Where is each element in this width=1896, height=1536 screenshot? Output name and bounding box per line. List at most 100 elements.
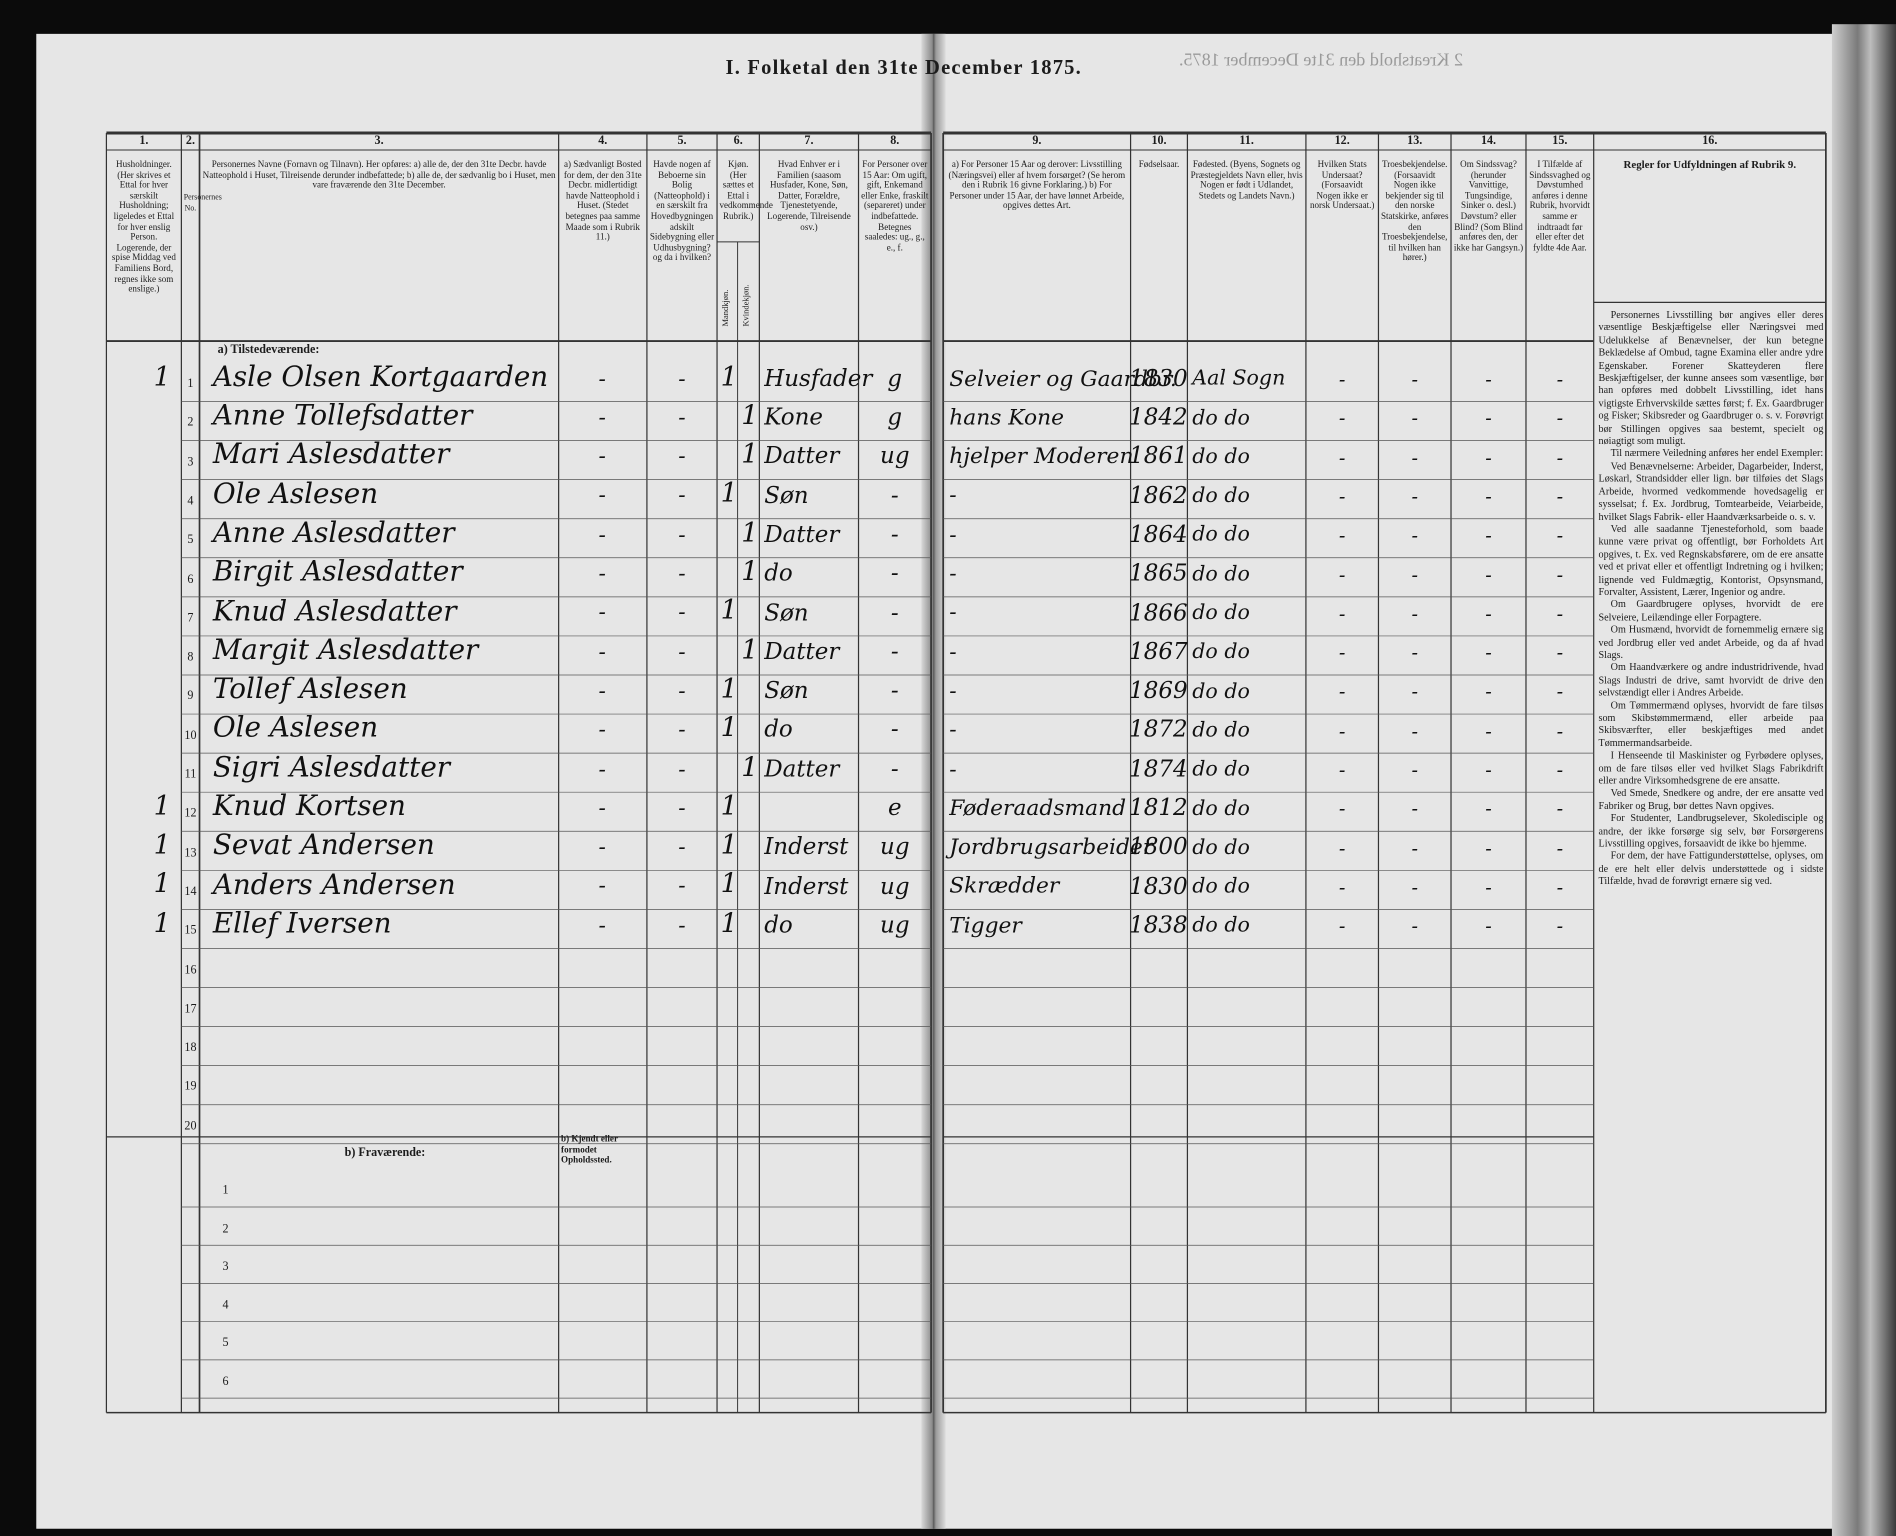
handwritten-birth-year: 1869: [1129, 677, 1188, 705]
handwritten-occupation: -: [949, 756, 957, 782]
handwritten-male: 1: [720, 713, 738, 745]
row-number: 1: [187, 377, 194, 391]
row-number: 11: [184, 768, 197, 782]
handwritten-onset: -: [1556, 406, 1564, 430]
page-title: I. Folketal den 31te December 1875.: [725, 55, 1083, 79]
rules-paragraph: Om Haandværkere og andre industridrivend…: [1598, 662, 1824, 699]
handwritten-subject: -: [1338, 719, 1346, 743]
handwritten-marital: -: [890, 599, 899, 626]
handwritten-faith: -: [1411, 484, 1419, 508]
handwritten-name: Knud Kortsen: [212, 791, 406, 823]
handwritten-birth-year: 1842: [1129, 404, 1188, 431]
handwritten-infirmity: -: [1485, 797, 1492, 821]
handwritten-marital: -: [890, 482, 899, 509]
gutter: [921, 33, 946, 1529]
handwritten-family: Søn: [764, 599, 809, 626]
handwritten-building: -: [678, 522, 686, 548]
handwritten-birth-year: 1812: [1129, 794, 1188, 822]
handwritten-residence: -: [598, 795, 606, 821]
handwritten-faith: -: [1411, 445, 1419, 469]
handwritten-birth-year: 1872: [1129, 716, 1188, 744]
column-number: 12.: [1334, 134, 1350, 148]
column-number: 16.: [1702, 134, 1718, 148]
handwritten-residence: -: [598, 639, 606, 665]
column-heading: Regler for Udfyldningen af Rubrik 9.: [1623, 158, 1797, 171]
row-number: 20: [184, 1119, 197, 1133]
column-number: 13.: [1407, 134, 1423, 148]
handwritten-subject: -: [1338, 367, 1346, 391]
handwritten-infirmity: -: [1485, 445, 1492, 469]
column-heading: Havde nogen af Beboerne sin Bolig (Natte…: [649, 158, 715, 263]
handwritten-subject: -: [1338, 797, 1346, 821]
handwritten-occupation: -: [949, 522, 957, 548]
handwritten-male: 1: [720, 909, 738, 940]
rules-paragraph: Ved alle saadanne Tjenesteforhold, som b…: [1598, 523, 1824, 598]
rules-paragraph: Om Husmænd, hvorvidt de fornemmelig ernæ…: [1598, 624, 1824, 661]
handwritten-family: Søn: [764, 482, 809, 509]
handwritten-building: -: [678, 443, 686, 470]
column-heading: Hvad Enhver er i Familien (saasom Husfad…: [767, 158, 851, 232]
row-number: 7: [187, 611, 194, 626]
column-number: 10.: [1151, 134, 1167, 148]
handwritten-male: 1: [720, 479, 738, 510]
column-heading: a) For Personer 15 Aar og derover: Livss…: [948, 158, 1126, 211]
handwritten-residence: -: [598, 717, 606, 743]
handwritten-subject: -: [1338, 484, 1346, 508]
handwritten-birthplace: do do: [1192, 523, 1250, 548]
handwritten-onset: -: [1556, 719, 1564, 743]
handwritten-birthplace: Aal Sogn: [1192, 366, 1286, 391]
handwritten-onset: -: [1556, 797, 1564, 821]
handwritten-onset: -: [1556, 602, 1564, 626]
handwritten-household: 1: [153, 909, 171, 940]
handwritten-marital: ug: [880, 443, 910, 470]
column-note: b) Kjendt eller formodet Opholdssted.: [561, 1133, 618, 1165]
handwritten-name: Anne Tollefsdatter: [212, 400, 473, 432]
handwritten-faith: -: [1411, 367, 1419, 391]
handwritten-residence: -: [598, 404, 606, 431]
handwritten-building: -: [678, 756, 686, 782]
handwritten-infirmity: -: [1485, 914, 1492, 938]
handwritten-residence: -: [598, 756, 606, 782]
handwritten-name: Ole Aslesen: [212, 478, 379, 510]
handwritten-marital: -: [890, 560, 899, 587]
handwritten-marital: ug: [880, 872, 910, 900]
rules-paragraph: Ved Benævnelserne: Arbeider, Dagarbeider…: [1598, 460, 1824, 522]
handwritten-name: Ole Aslesen: [212, 712, 379, 745]
handwritten-male: 1: [720, 596, 738, 627]
handwritten-name: Anders Andersen: [212, 869, 456, 901]
handwritten-building: -: [678, 873, 686, 900]
handwritten-birth-year: 1865: [1129, 560, 1188, 587]
handwritten-birthplace: do do: [1192, 718, 1250, 743]
row-number: 18: [184, 1041, 197, 1055]
rules-paragraph: For Studenter, Landbrugselever, Skoledis…: [1598, 813, 1824, 850]
handwritten-occupation: -: [949, 483, 957, 509]
handwritten-birth-year: 1874: [1129, 755, 1188, 783]
paper: [36, 33, 1863, 1529]
handwritten-building: -: [678, 678, 686, 704]
handwritten-faith: -: [1411, 914, 1419, 938]
handwritten-name: Asle Olsen Kortgaarden: [212, 361, 549, 393]
handwritten-subject: -: [1338, 562, 1346, 586]
handwritten-family: Inderst: [764, 833, 849, 861]
handwritten-residence: -: [598, 678, 606, 704]
column-number: 7.: [804, 134, 814, 148]
handwritten-birthplace: do do: [1192, 679, 1250, 704]
handwritten-birthplace: do do: [1192, 640, 1250, 665]
handwritten-birthplace: do do: [1192, 796, 1250, 821]
section-label: b) Fraværende:: [344, 1146, 426, 1160]
column-heading: Husholdninger. (Her skrives et Ettal for…: [111, 158, 176, 295]
column-subheading: Kvindekjøn.: [741, 284, 751, 327]
handwritten-family: do: [764, 911, 793, 939]
handwritten-birth-year: 1867: [1129, 638, 1188, 666]
row-number: 4: [222, 1298, 229, 1313]
row-number: 3: [187, 455, 194, 469]
rules-paragraph: Til nærmere Veiledning anføres her endel…: [1610, 448, 1824, 459]
rules-column: Personernes Livsstilling bør angives ell…: [1599, 310, 1824, 889]
column-heading: For Personer over 15 Aar: Om ugift, gift…: [861, 158, 929, 253]
row-number: 15: [184, 924, 197, 938]
handwritten-occupation: Jordbrugsarbeider: [949, 834, 1154, 861]
handwritten-male: 1: [720, 362, 738, 393]
handwritten-infirmity: -: [1485, 562, 1492, 586]
